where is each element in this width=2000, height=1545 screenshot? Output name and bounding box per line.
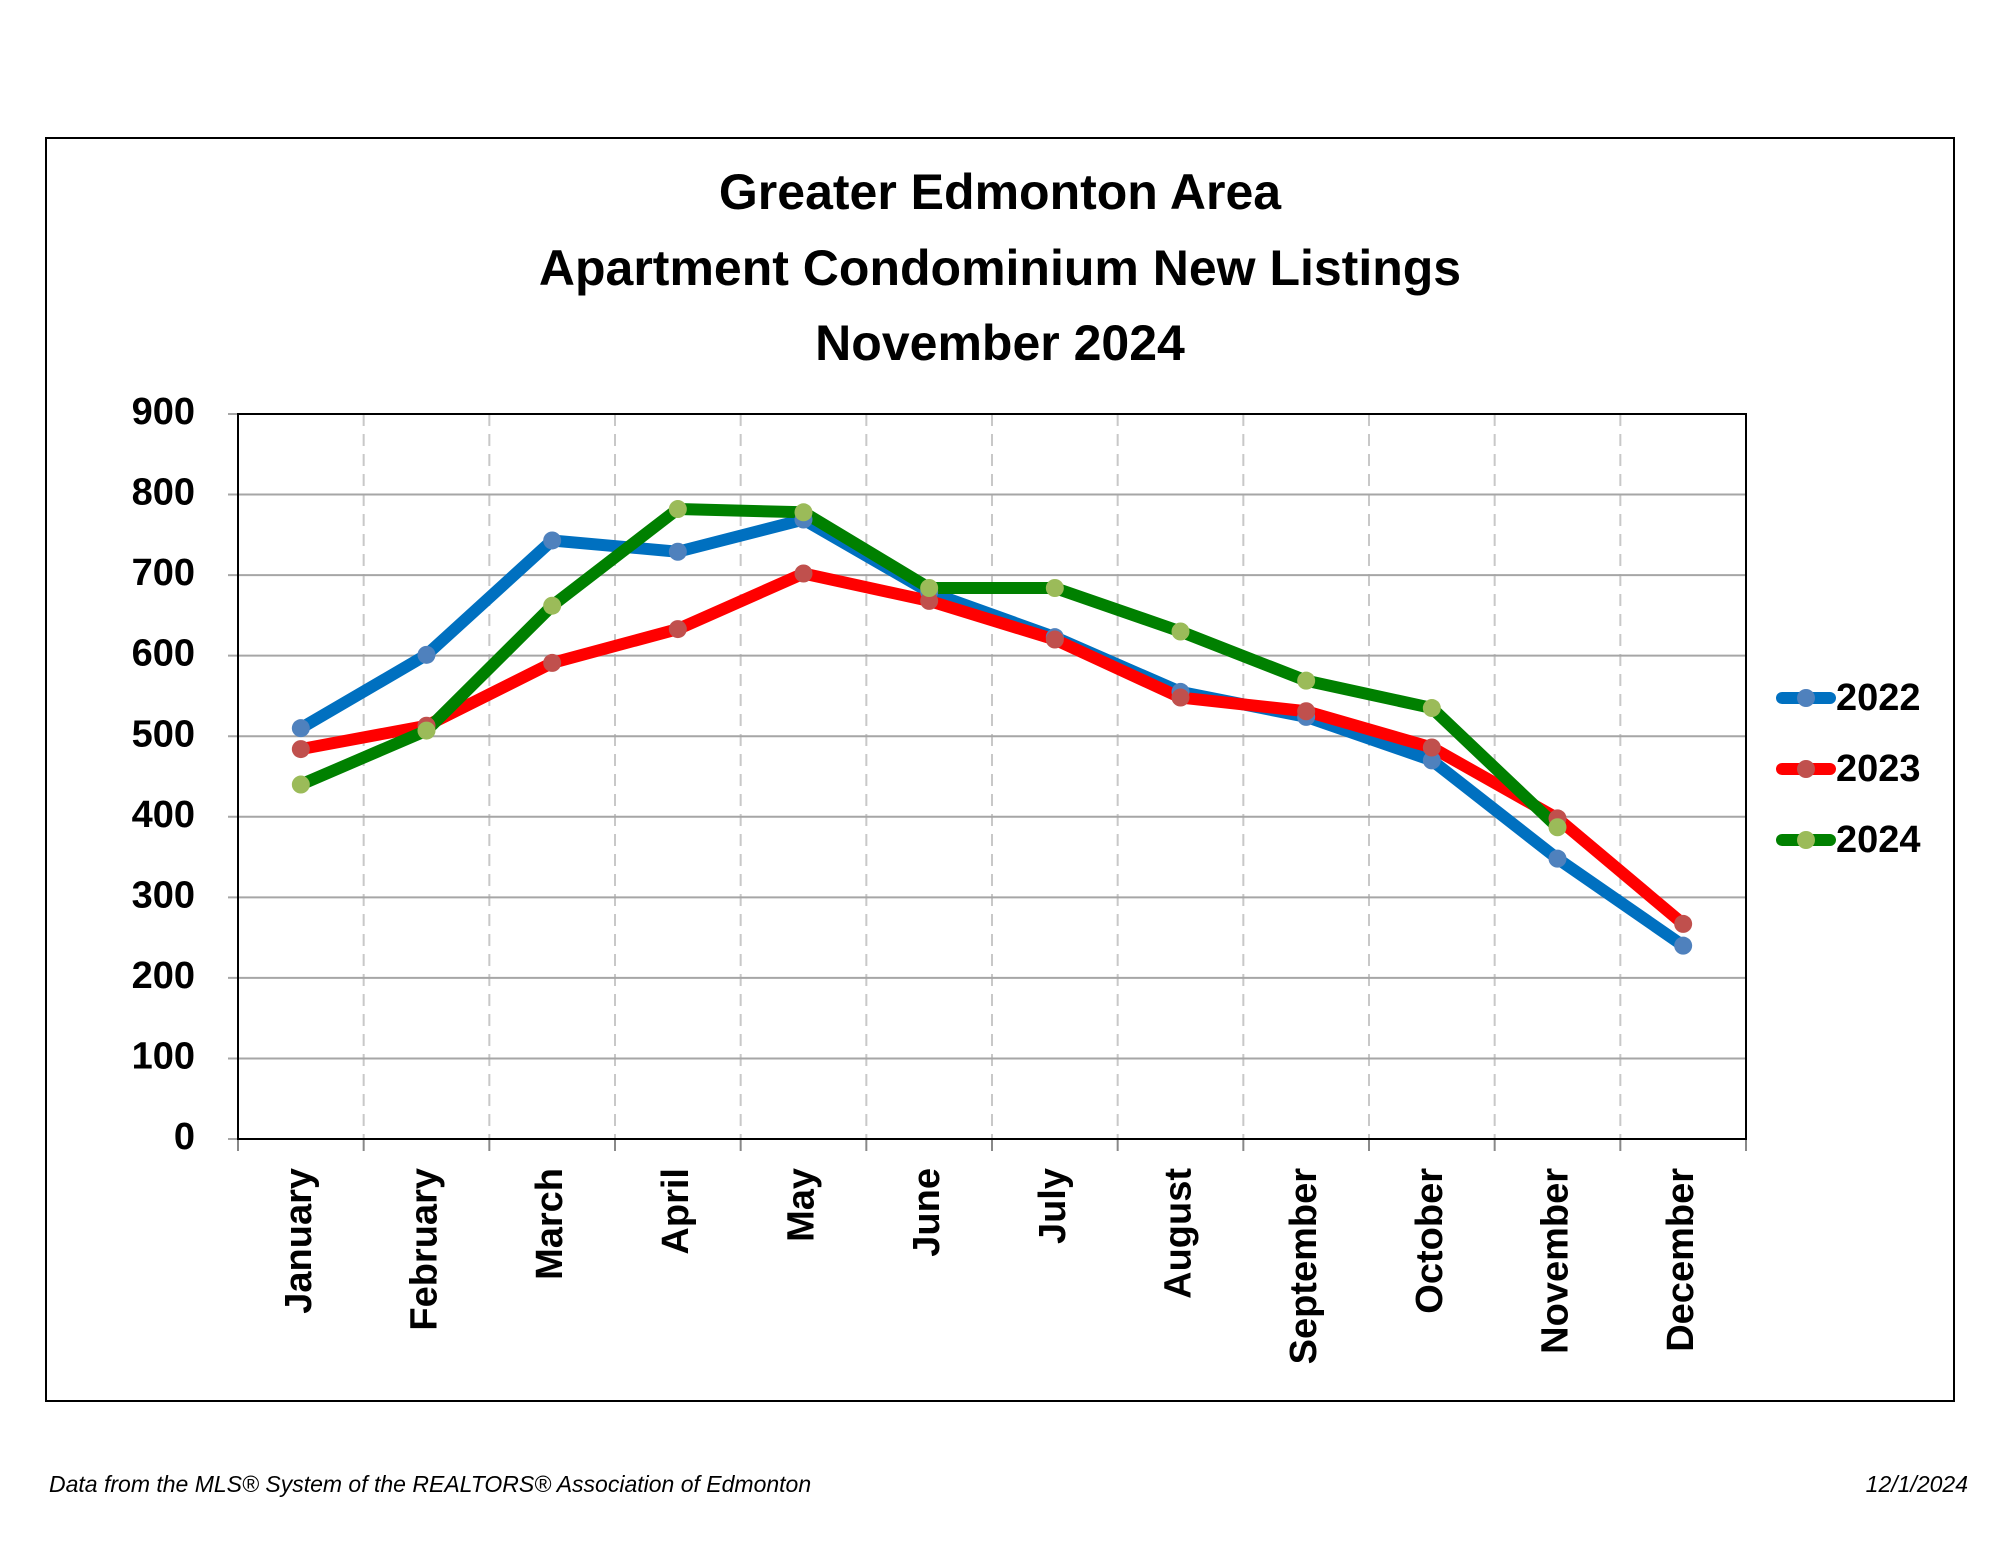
data-point (1045, 579, 1064, 597)
data-point (1548, 818, 1567, 837)
x-tick-label: May (781, 1168, 823, 1242)
y-tick-label: 400 (132, 794, 195, 836)
data-point (291, 719, 310, 738)
plot-border (237, 413, 1747, 1140)
data-point (543, 531, 562, 550)
y-tick-label: 0 (174, 1116, 195, 1158)
x-tick-label: August (1158, 1168, 1200, 1299)
data-point (1297, 702, 1316, 721)
y-tick-label: 500 (132, 713, 195, 755)
y-tick-label: 200 (132, 955, 195, 997)
data-point (1422, 699, 1441, 718)
x-tick-label: October (1409, 1168, 1451, 1314)
data-point (1422, 738, 1441, 757)
y-tick-label: 600 (132, 633, 195, 675)
legend-label: 2024 (1836, 819, 1921, 861)
data-point (1674, 936, 1693, 955)
data-point (417, 645, 436, 664)
chart-title: Greater Edmonton Area (719, 164, 1282, 220)
legend-marker (1797, 689, 1815, 707)
data-point (668, 500, 687, 519)
date-note: 12/1/2024 (1866, 1471, 1968, 1497)
data-point (668, 620, 687, 639)
data-point (1674, 914, 1693, 933)
data-point (920, 579, 939, 597)
x-tick-label: April (655, 1168, 697, 1255)
legend-marker (1797, 760, 1815, 778)
y-tick-label: 800 (132, 472, 195, 514)
legend-label: 2023 (1836, 748, 1921, 790)
x-tick-label: January (278, 1168, 320, 1314)
data-point (543, 653, 562, 672)
legend-label: 2022 (1836, 677, 1921, 719)
x-tick-label: September (1283, 1168, 1325, 1365)
x-tick-label: November (1535, 1168, 1577, 1354)
y-tick-label: 300 (132, 874, 195, 916)
y-tick-label: 700 (132, 552, 195, 594)
series-line (294, 567, 1690, 930)
data-point (794, 564, 813, 583)
data-point (794, 503, 813, 522)
y-tick-label: 900 (132, 391, 195, 433)
data-point (1422, 751, 1441, 770)
data-point (1171, 622, 1190, 641)
x-tick-label: July (1032, 1168, 1074, 1244)
x-tick-label: June (906, 1168, 948, 1257)
source-note: Data from the MLS® System of the REALTOR… (49, 1471, 811, 1497)
chart-title: Apartment Condominium New Listings (539, 240, 1461, 296)
chart-frame (45, 137, 1955, 1402)
data-point (668, 542, 687, 561)
data-point (291, 740, 310, 759)
data-point (1045, 630, 1064, 649)
data-point (1171, 688, 1190, 707)
x-tick-label: February (404, 1168, 446, 1331)
data-point (417, 721, 436, 740)
chart-title: November 2024 (815, 315, 1185, 371)
data-point (920, 591, 939, 610)
legend-marker (1797, 831, 1815, 849)
data-point (1297, 671, 1316, 690)
data-point (291, 775, 310, 794)
y-tick-label: 100 (132, 1035, 195, 1077)
x-tick-label: December (1660, 1168, 1702, 1352)
data-point (543, 596, 562, 615)
x-tick-label: March (529, 1168, 571, 1280)
data-point (1548, 849, 1567, 868)
